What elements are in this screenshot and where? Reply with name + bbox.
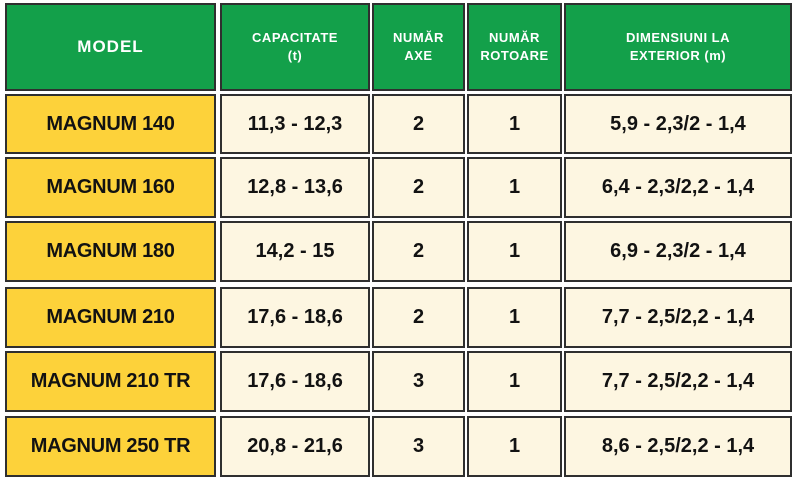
- header-model-label: MODEL: [77, 36, 144, 56]
- cell-axe: 3: [372, 416, 465, 477]
- header-capacitate: CAPACITATE (t): [220, 3, 370, 91]
- cell-rotoare: 1: [467, 94, 562, 154]
- header-rotoare: NUMĂR ROTOARE: [467, 3, 562, 91]
- cell-model: MAGNUM 140: [5, 94, 216, 154]
- header-axe-line2: AXE: [404, 48, 433, 63]
- cell-model: MAGNUM 160: [5, 157, 216, 218]
- cell-model: MAGNUM 210: [5, 287, 216, 348]
- cell-rotoare: 1: [467, 221, 562, 282]
- header-capacitate-line2: (t): [287, 48, 303, 63]
- cell-capacitate: 17,6 - 18,6: [220, 351, 370, 412]
- header-dimensiuni-line2: EXTERIOR (m): [629, 48, 727, 63]
- cell-rotoare: 1: [467, 416, 562, 477]
- cell-model: MAGNUM 210 TR: [5, 351, 216, 412]
- header-dimensiuni: DIMENSIUNI LA EXTERIOR (m): [564, 3, 792, 91]
- cell-capacitate: 14,2 - 15: [220, 221, 370, 282]
- header-capacitate-line1: CAPACITATE: [252, 30, 338, 46]
- cell-dimensiuni: 7,7 - 2,5/2,2 - 1,4: [564, 287, 792, 348]
- cell-capacitate: 12,8 - 13,6: [220, 157, 370, 218]
- cell-rotoare: 1: [467, 287, 562, 348]
- header-axe: NUMĂR AXE: [372, 3, 465, 91]
- cell-axe: 2: [372, 287, 465, 348]
- header-dimensiuni-line1: DIMENSIUNI LA: [626, 30, 730, 46]
- header-rotoare-line2: ROTOARE: [480, 48, 549, 63]
- cell-model: MAGNUM 180: [5, 221, 216, 282]
- cell-axe: 2: [372, 94, 465, 154]
- cell-rotoare: 1: [467, 157, 562, 218]
- cell-axe: 2: [372, 221, 465, 282]
- cell-dimensiuni: 5,9 - 2,3/2 - 1,4: [564, 94, 792, 154]
- header-rotoare-line1: NUMĂR: [489, 30, 540, 46]
- cell-rotoare: 1: [467, 351, 562, 412]
- cell-capacitate: 20,8 - 21,6: [220, 416, 370, 477]
- cell-capacitate: 17,6 - 18,6: [220, 287, 370, 348]
- header-model: MODEL: [5, 3, 216, 91]
- header-axe-line1: NUMĂR: [393, 30, 444, 46]
- cell-axe: 3: [372, 351, 465, 412]
- cell-capacitate: 11,3 - 12,3: [220, 94, 370, 154]
- cell-model: MAGNUM 250 TR: [5, 416, 216, 477]
- cell-dimensiuni: 8,6 - 2,5/2,2 - 1,4: [564, 416, 792, 477]
- cell-dimensiuni: 6,9 - 2,3/2 - 1,4: [564, 221, 792, 282]
- cell-dimensiuni: 6,4 - 2,3/2,2 - 1,4: [564, 157, 792, 218]
- cell-axe: 2: [372, 157, 465, 218]
- cell-dimensiuni: 7,7 - 2,5/2,2 - 1,4: [564, 351, 792, 412]
